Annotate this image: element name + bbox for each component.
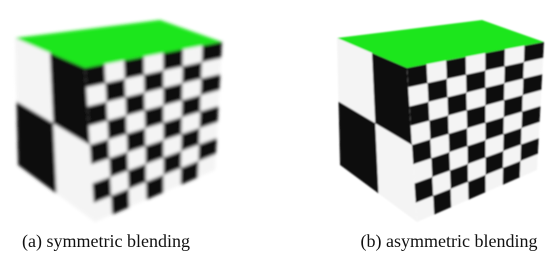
cube-symmetric bbox=[15, 20, 222, 222]
caption: (a) symmetric blending bbox=[22, 231, 190, 252]
caption: (b) asymmetric blending bbox=[361, 231, 538, 252]
figure: (a) symmetric blending (b) asymmetric bl… bbox=[0, 0, 558, 259]
cube-asymmetric bbox=[337, 20, 544, 222]
